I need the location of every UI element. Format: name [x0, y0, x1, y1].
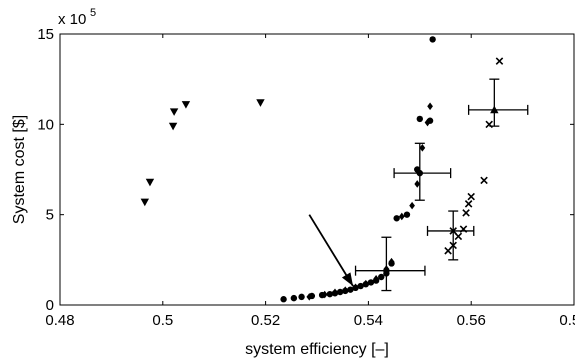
data-point-circle	[416, 115, 423, 123]
data-point-circle	[393, 215, 400, 222]
x-tick-label: 0.52	[251, 312, 280, 329]
data-point-diamond	[362, 279, 369, 288]
x-tick-label: 0.48	[45, 312, 74, 329]
data-point-circle	[429, 36, 436, 43]
data-point-triangle-down	[168, 122, 178, 131]
data-point-x	[485, 120, 493, 129]
data-point-x	[449, 241, 457, 250]
data-point-diamond	[383, 265, 390, 273]
data-point-circle	[403, 211, 411, 218]
annotation-arrow-shaft	[308, 214, 354, 287]
data-point-diamond	[427, 102, 433, 111]
y-tick-label: 0	[46, 297, 54, 314]
y-multiplier-exponent: 5	[90, 7, 96, 19]
plot-area: 0.48 0.5 0.52 0.54 0.56 0.58 0 5 10 15	[37, 26, 575, 329]
data-point-circle	[378, 273, 385, 281]
data-point-diamond	[414, 180, 421, 188]
data-point-x	[462, 209, 470, 217]
y-tick-label: 15	[37, 26, 54, 43]
x-tick-label: 0.5	[152, 312, 173, 329]
data-point-circle	[298, 293, 305, 301]
y-multiplier-label: x 10	[58, 11, 86, 28]
y-axis-label: System cost [$]	[11, 115, 28, 224]
data-point-x	[454, 232, 463, 241]
x-axis-label: system efficiency [–]	[245, 341, 389, 358]
x-tick-label: 0.54	[354, 312, 383, 329]
data-point-circle	[347, 286, 354, 293]
annotation-arrow-head	[341, 272, 353, 287]
data-point-diamond	[388, 257, 395, 266]
data-point-diamond	[332, 288, 338, 297]
data-point-diamond	[352, 283, 359, 292]
data-point-diamond	[424, 118, 431, 127]
data-point-circle	[280, 296, 287, 303]
data-point-diamond	[373, 275, 379, 283]
plot-frame	[59, 33, 575, 306]
data-point-x	[464, 200, 473, 208]
data-point-triangle-down	[145, 178, 155, 187]
data-point-circle	[357, 282, 364, 290]
data-point-triangle-down	[256, 99, 265, 107]
data-point-circle	[414, 166, 421, 173]
data-point-circle	[326, 290, 334, 298]
data-point-x	[467, 192, 475, 201]
data-point-circle	[290, 294, 298, 302]
data-point-triangle-down	[140, 198, 150, 207]
data-point-triangle-down	[169, 108, 179, 116]
data-point-triangle-down	[181, 101, 191, 109]
x-tick-label: 0.56	[457, 312, 486, 329]
data-point-circle	[383, 270, 390, 277]
data-point-diamond	[409, 201, 415, 210]
error-bar-center-point	[490, 105, 499, 114]
data-point-diamond	[342, 286, 349, 294]
data-point-diamond	[398, 212, 405, 221]
data-point-diamond	[419, 144, 426, 152]
data-point-diamond	[321, 290, 328, 299]
data-point-diamond	[306, 293, 313, 301]
y-tick-label: 5	[46, 207, 54, 224]
data-point-circle	[367, 279, 375, 286]
data-point-x	[480, 176, 488, 185]
x-tick-label: 0.58	[559, 312, 575, 329]
data-point-x	[459, 225, 468, 233]
data-point-x	[495, 57, 504, 65]
data-point-circle	[336, 288, 344, 296]
y-tick-label: 10	[37, 116, 54, 133]
